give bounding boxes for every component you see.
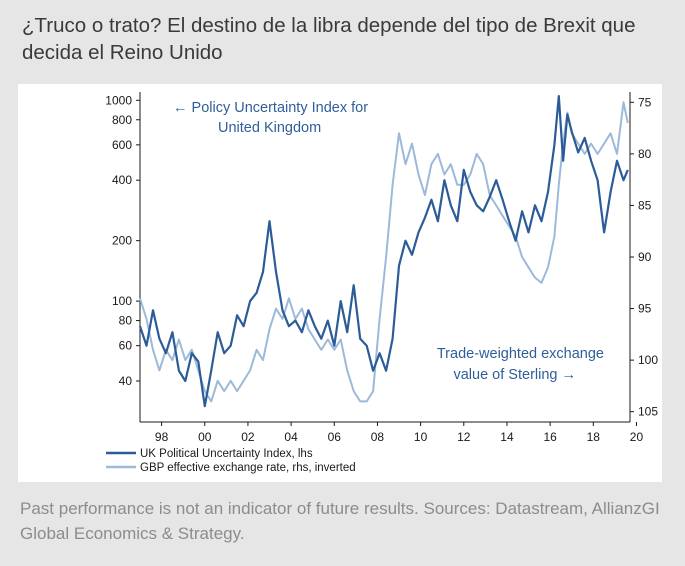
left-tick-label: 200 — [112, 234, 132, 248]
x-tick-label: 12 — [457, 430, 471, 444]
uncertainty-index-line — [138, 95, 629, 408]
right-tick-label: 75 — [638, 95, 652, 109]
x-tick-label: 06 — [328, 430, 342, 444]
x-tick-label: 08 — [371, 430, 385, 444]
x-tick-label: 20 — [630, 430, 644, 444]
left-tick-label: 40 — [119, 374, 133, 388]
right-tick-label: 85 — [638, 198, 652, 212]
left-tick-label: 800 — [112, 113, 132, 127]
annotations: ← Policy Uncertainty Index for United Kin… — [173, 100, 604, 383]
right-tick-label: 80 — [638, 147, 652, 161]
x-tick-label: 18 — [587, 430, 601, 444]
left-tick-label: 400 — [112, 173, 132, 187]
left-tick-label: 100 — [112, 294, 132, 308]
legend-label: UK Political Uncertainty Index, lhs — [140, 448, 313, 460]
right-tick-label: 90 — [638, 250, 652, 264]
chart-title: ¿Truco o trato? El destino de la libra d… — [22, 14, 636, 64]
left-tick-label: 80 — [119, 314, 133, 328]
chart-panel: 40 60 80 100 200 400 600 800 1000 75 80 85 90 95 100 10… — [18, 84, 662, 482]
x-tick-label: 00 — [198, 430, 212, 444]
legend: UK Political Uncertainty Index, lhs GBP e… — [106, 448, 356, 474]
source-footnote: Past performance is not an indicator of … — [20, 499, 660, 543]
sterling-annotation-line2: value of Sterling → — [453, 367, 576, 383]
left-tick-label: 1000 — [105, 93, 132, 107]
right-tick-label: 95 — [638, 302, 652, 316]
right-tick-label: 105 — [638, 405, 658, 419]
x-tick-label: 14 — [500, 430, 514, 444]
x-tick-label: 02 — [241, 430, 255, 444]
sterling-annotation-line1: Trade-weighted exchange — [437, 346, 604, 362]
sterling-exchange-rate-line — [139, 101, 629, 403]
x-tick-label: 16 — [543, 430, 557, 444]
x-tick-label: 04 — [284, 430, 298, 444]
uncertainty-annotation-line1: ← Policy Uncertainty Index for — [173, 100, 368, 116]
x-tick-label: 10 — [414, 430, 428, 444]
x-tick-label: 98 — [155, 430, 169, 444]
uncertainty-annotation-line2: United Kingdom — [218, 120, 321, 136]
left-tick-label: 60 — [119, 339, 133, 353]
legend-label: GBP effective exchange rate, rhs, invert… — [140, 462, 356, 474]
series-lines — [138, 95, 629, 408]
left-tick-label: 600 — [112, 138, 132, 152]
right-tick-label: 100 — [638, 353, 658, 367]
